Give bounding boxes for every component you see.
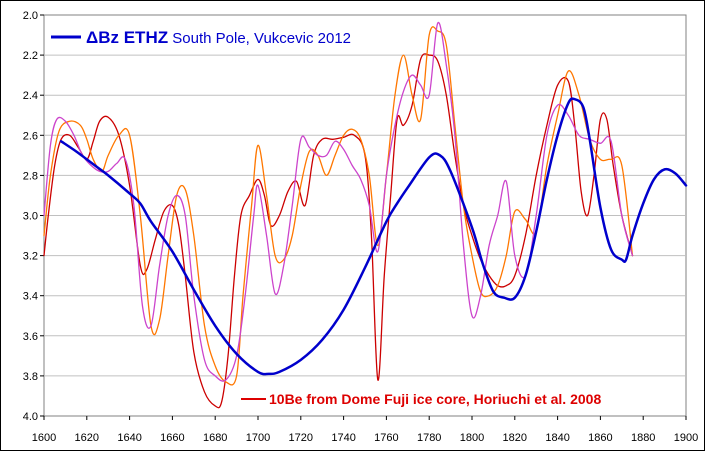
x-tick-label: 1760: [374, 432, 398, 444]
x-tick-label: 1800: [460, 432, 484, 444]
x-tick-label: 1820: [503, 432, 527, 444]
y-tick-label: 2.0: [23, 10, 38, 22]
y-tick-label: 3.6: [23, 331, 38, 343]
y-tick-label: 3.0: [23, 211, 38, 223]
series-line-3: [43, 21, 634, 382]
y-axis-ticks: 2.0 2.2 2.4 2.6 2.8 3.0 3.2 3.4 3.6 3.8 4.0: [23, 10, 44, 423]
legend-top-bold: ΔBz ETHZ: [86, 28, 168, 47]
legend-bottom-bg: [239, 386, 651, 408]
y-tick-label: 3.4: [23, 291, 38, 303]
series-line-1: [43, 53, 634, 409]
y-tick-label: 2.6: [23, 130, 38, 142]
y-tick-label: 2.4: [23, 90, 38, 102]
x-tick-label: 1740: [331, 432, 355, 444]
y-tick-label: 3.2: [23, 251, 38, 263]
y-tick-label: 3.8: [23, 371, 38, 383]
x-tick-label: 1600: [32, 432, 56, 444]
x-tick-label: 1900: [674, 432, 698, 444]
x-tick-label: 1840: [545, 432, 569, 444]
x-tick-label: 1880: [631, 432, 655, 444]
legend-bottom: 10Be from Dome Fuji ice core, Horiuchi e…: [239, 386, 651, 408]
x-tick-label: 1660: [160, 432, 184, 444]
y-tick-label: 2.8: [23, 170, 38, 182]
x-tick-label: 1700: [246, 432, 270, 444]
x-tick-label: 1780: [417, 432, 441, 444]
series-line-2: [43, 26, 634, 386]
legend-top-text: South Pole, Vukcevic 2012: [168, 30, 351, 47]
x-tick-label: 1720: [289, 432, 313, 444]
x-tick-label: 1680: [203, 432, 227, 444]
x-axis-ticks: 1600 1620 1640 1660 1680 1700 1720 1740 1760 1780…: [32, 416, 698, 444]
x-tick-label: 1620: [75, 432, 99, 444]
series-layer: [43, 21, 688, 409]
x-tick-label: 1640: [117, 432, 141, 444]
y-tick-label: 2.2: [23, 50, 38, 62]
grid-layer: [44, 54, 686, 377]
y-tick-label: 4.0: [23, 411, 38, 423]
series-line-0: [59, 97, 688, 376]
legend-top-label: ΔBz ETHZ South Pole, Vukcevic 2012: [86, 28, 351, 47]
legend-top: ΔBz ETHZ South Pole, Vukcevic 2012: [51, 28, 351, 47]
legend-bottom-label: 10Be from Dome Fuji ice core, Horiuchi e…: [269, 391, 601, 407]
x-tick-label: 1860: [588, 432, 612, 444]
